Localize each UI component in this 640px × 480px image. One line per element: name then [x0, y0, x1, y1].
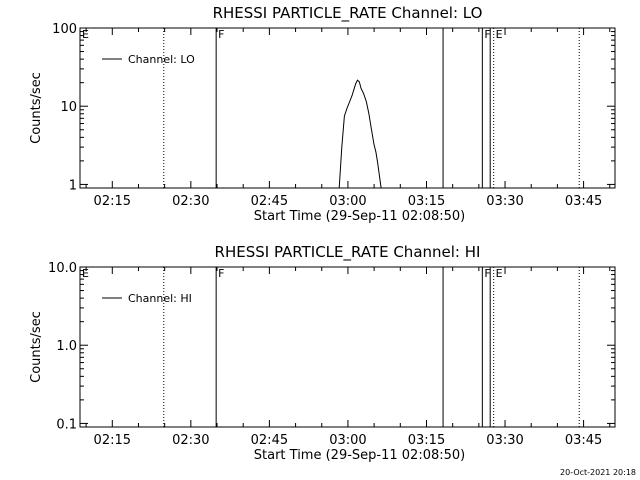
footer-timestamp: 20-Oct-2021 20:18 — [560, 468, 636, 477]
event-marker-label: E — [496, 267, 503, 280]
y-tick-label: 100 — [52, 22, 77, 37]
x-axis-label: Start Time (29-Sep-11 02:08:50) — [254, 448, 465, 463]
x-tick-label: 02:45 — [251, 194, 288, 209]
event-marker-label: F — [484, 28, 490, 41]
y-tick-label: 10 — [60, 100, 77, 115]
y-tick-label: 1 — [69, 178, 77, 193]
event-marker-label: F — [484, 267, 490, 280]
event-marker-label: F — [218, 267, 224, 280]
corner-marker-label: E — [82, 267, 89, 280]
y-axis-label: Counts/sec — [29, 72, 44, 144]
x-tick-label: 03:30 — [486, 194, 523, 209]
x-tick-label: 03:45 — [565, 433, 602, 448]
y-tick-label: 10.0 — [48, 261, 77, 276]
legend-label: Channel: HI — [128, 292, 192, 305]
x-tick-label: 02:30 — [172, 194, 209, 209]
x-tick-label: 02:15 — [94, 194, 131, 209]
x-tick-label: 03:15 — [408, 433, 445, 448]
chart-title: RHESSI PARTICLE_RATE Channel: HI — [215, 243, 481, 262]
y-tick-label: 0.1 — [56, 417, 77, 432]
x-tick-label: 02:15 — [94, 433, 131, 448]
event-marker-label: E — [496, 28, 503, 41]
panel-lo-channel: RHESSI PARTICLE_RATE Channel: LO 02:15 02:… — [29, 4, 616, 224]
legend-label: Channel: LO — [128, 53, 195, 66]
x-tick-label: 02:45 — [251, 433, 288, 448]
corner-marker-label: E — [82, 28, 89, 41]
chart-title: RHESSI PARTICLE_RATE Channel: LO — [213, 4, 483, 23]
x-tick-label: 03:45 — [565, 194, 602, 209]
x-tick-label: 03:30 — [486, 433, 523, 448]
x-tick-label: 02:30 — [172, 433, 209, 448]
x-tick-label: 03:00 — [329, 433, 366, 448]
y-axis-label: Counts/sec — [29, 311, 44, 383]
x-axis-label: Start Time (29-Sep-11 02:08:50) — [254, 209, 465, 224]
x-tick-label: 03:15 — [408, 194, 445, 209]
plot-frame — [79, 266, 616, 428]
panel-hi-channel: RHESSI PARTICLE_RATE Channel: HI 02:15 02:… — [29, 243, 616, 463]
event-marker-label: F — [218, 28, 224, 41]
y-tick-label: 1.0 — [56, 339, 77, 354]
x-tick-label: 03:00 — [329, 194, 366, 209]
series-line — [338, 79, 382, 189]
